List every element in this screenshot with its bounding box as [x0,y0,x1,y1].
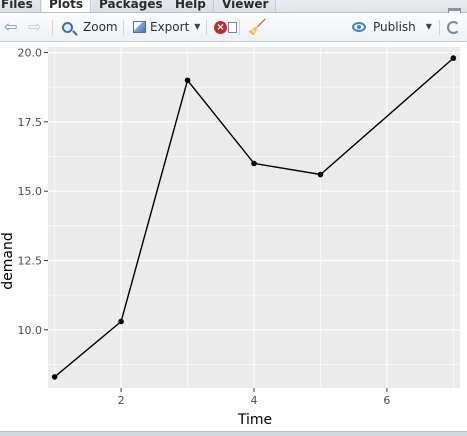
back-arrow-icon: ⇦ [4,17,18,36]
axis-tick-labels: 2 4 6 10.0 12.5 15.0 17.5 20.0 [18,47,391,407]
forward-arrow-icon: ⇨ [28,17,42,36]
y-axis-label: demand [0,232,16,289]
remove-plot-page-icon [228,21,237,33]
data-point [251,160,257,167]
toolbar-divider [206,20,207,35]
tab-viewer[interactable]: Viewer [215,0,277,12]
line-chart: 2 4 6 10.0 12.5 15.0 17.5 20.0 Time demand [0,47,460,428]
tab-files-label: Files [1,0,33,11]
export-button[interactable]: Export ▼ [133,18,200,36]
publish-label: Publish [373,20,416,34]
tab-files[interactable]: Files [0,0,41,12]
tab-help[interactable]: Help [168,0,214,12]
remove-plot-icon: × [214,20,227,34]
tab-packages[interactable]: Packages [92,0,171,12]
data-point [184,77,191,84]
clear-all-plots-button[interactable]: 🧹 [248,18,267,36]
tab-plots[interactable]: Plots [42,0,92,12]
x-axis-label: Time [237,412,272,428]
zoom-button[interactable]: Zoom [62,18,118,36]
tab-plots-label: Plots [49,0,84,11]
y-tick-label: 12.5 [18,254,43,267]
publish-button[interactable]: Publish ▼ [352,18,432,36]
x-tick-label: 2 [118,394,125,407]
export-label: Export [150,20,190,34]
back-button[interactable]: ⇦ [4,18,17,36]
x-tick-label: 4 [251,394,258,407]
publish-icon [352,22,366,32]
forward-button[interactable]: ⇨ [28,18,41,36]
pane-bottom-edge [0,431,467,436]
toolbar-divider [239,20,240,35]
series-line [54,57,454,378]
tab-packages-label: Packages [99,0,163,11]
y-tick-label: 17.5 [18,116,43,129]
chevron-down-icon: ▼ [425,22,432,31]
remove-plot-button[interactable]: × [214,18,237,36]
tab-viewer-label: Viewer [222,0,269,11]
broom-icon: 🧹 [248,18,267,36]
y-tick-label: 20.0 [18,47,43,60]
data-point [450,55,457,61]
major-gridlines [48,47,460,388]
tab-help-label: Help [175,0,206,11]
data-point [51,374,58,380]
series-points [51,55,457,380]
toolbar-divider [123,20,124,35]
toolbar-divider [439,20,440,35]
y-tick-label: 15.0 [18,185,43,198]
refresh-plot-button[interactable] [447,18,460,36]
toolbar-divider [52,20,53,35]
refresh-icon [447,20,460,34]
axis-ticks [44,52,388,392]
x-tick-label: 6 [383,394,390,407]
plot-viewer: 2 4 6 10.0 12.5 15.0 17.5 20.0 Time demand [0,42,467,431]
chevron-down-icon: ▼ [194,22,201,31]
y-tick-label: 10.0 [18,324,43,337]
plots-toolbar: ⇦ ⇨ Zoom Export ▼ × 🧹 Publish ▼ [0,13,467,42]
data-point [317,171,324,178]
zoom-label: Zoom [83,20,118,34]
data-point [118,318,124,325]
zoom-icon [62,21,73,33]
export-icon [133,21,146,33]
pane-tab-bar: Files Plots Packages Help Viewer [0,0,467,17]
